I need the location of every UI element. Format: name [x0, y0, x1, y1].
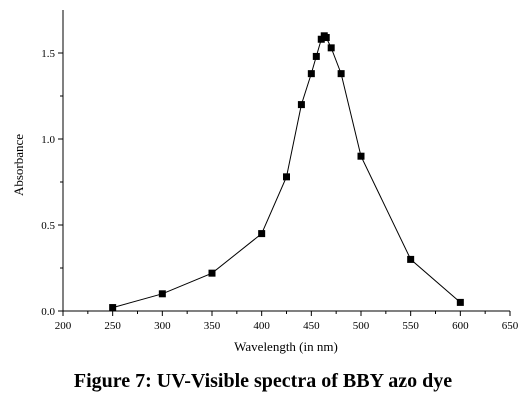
x-tick-label: 500 [353, 320, 370, 332]
x-tick-label: 200 [55, 320, 72, 332]
y-tick-label: 1.5 [41, 48, 55, 60]
y-ticks: 0.0 0.5 1.0 1.5 [41, 48, 63, 318]
x-tick-label: 250 [104, 320, 121, 332]
y-tick-label: 0.5 [41, 220, 55, 232]
data-point [456, 298, 464, 306]
data-point [327, 44, 335, 52]
data-point [322, 34, 330, 42]
y-tick-label: 0.0 [41, 306, 55, 318]
data-point [407, 255, 415, 263]
axes [62, 10, 510, 312]
series-line [112, 35, 461, 309]
series [109, 32, 464, 312]
y-tick-label: 1.0 [41, 134, 55, 146]
x-ticks: 200 250 300 350 400 450 500 550 600 650 [55, 311, 519, 332]
y-axis-label: Absorbance [11, 134, 26, 196]
x-tick-label: 400 [253, 320, 270, 332]
data-point [208, 269, 216, 277]
uv-vis-chart: 200 250 300 350 400 450 500 550 600 650 0.0 0.5 1.0… [11, 10, 519, 354]
data-point [258, 230, 266, 238]
data-point [297, 101, 305, 109]
x-tick-label: 600 [452, 320, 469, 332]
data-point [312, 52, 320, 60]
x-tick-label: 650 [502, 320, 519, 332]
data-point [158, 290, 166, 298]
x-tick-label: 350 [204, 320, 221, 332]
data-point [337, 70, 345, 78]
x-tick-label: 450 [303, 320, 320, 332]
data-point [109, 304, 117, 312]
x-tick-label: 550 [402, 320, 419, 332]
data-point [283, 173, 290, 181]
data-point [357, 152, 365, 160]
figure-caption: Figure 7: UV-Visible spectra of BBY azo … [73, 370, 453, 392]
x-axis-label: Wavelength (in nm) [234, 339, 338, 354]
x-tick-label: 300 [154, 320, 171, 332]
data-point [307, 70, 315, 78]
